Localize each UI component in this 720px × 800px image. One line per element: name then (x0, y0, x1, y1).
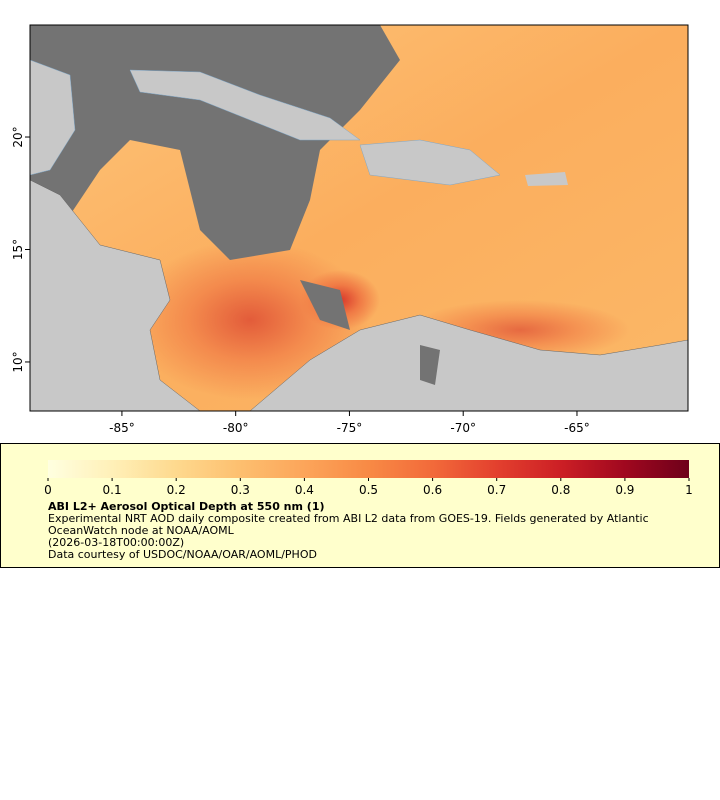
y-tick-label: 20° (11, 126, 25, 147)
x-tick-label: -80° (223, 421, 249, 435)
map-image (30, 25, 688, 411)
colorbar-tick-label: 0.2 (167, 483, 186, 494)
x-tick-label: -65° (564, 421, 590, 435)
legend-title: ABI L2+ Aerosol Optical Depth at 550 nm … (48, 500, 325, 513)
legend-credit: Data courtesy of USDOC/NOAA/OAR/AOML/PHO… (48, 548, 317, 561)
colorbar-tick-label: 0.8 (551, 483, 570, 494)
x-tick-label: -75° (337, 421, 363, 435)
colorbar-tick-label: 0.6 (423, 483, 442, 494)
colorbar-tick-label: 0.9 (615, 483, 634, 494)
colorbar-tick-label: 0.7 (487, 483, 506, 494)
colorbar-tick-label: 0 (44, 483, 52, 494)
x-tick-label: -85° (109, 421, 135, 435)
colorbar-tick-label: 0.3 (231, 483, 250, 494)
colorbar-scale (48, 460, 689, 478)
y-tick-label: 10° (11, 351, 25, 372)
legend-time: (2026-03-18T00:00:00Z) (48, 536, 185, 549)
colorbar-tick-label: 0.5 (359, 483, 378, 494)
legend-panel: 0 0.1 0.2 0.3 0.4 0.5 0.6 0.7 0.8 0.9 1 ABI L2+ Ae… (0, 443, 720, 568)
map: -85° -80° -75° -70° -65° 10° 15° 20° (11, 24, 689, 435)
legend-text: ABI L2+ Aerosol Optical Depth at 550 nm … (48, 501, 688, 561)
legend-description: Experimental NRT AOD daily composite cre… (48, 512, 649, 537)
colorbar-tick-label: 0.4 (295, 483, 314, 494)
colorbar-tick-label: 1 (685, 483, 693, 494)
x-tick-label: -70° (450, 421, 476, 435)
colorbar: 0 0.1 0.2 0.3 0.4 0.5 0.6 0.7 0.8 0.9 1 (44, 460, 693, 494)
y-tick-label: 15° (11, 239, 25, 260)
colorbar-tick-label: 0.1 (103, 483, 122, 494)
